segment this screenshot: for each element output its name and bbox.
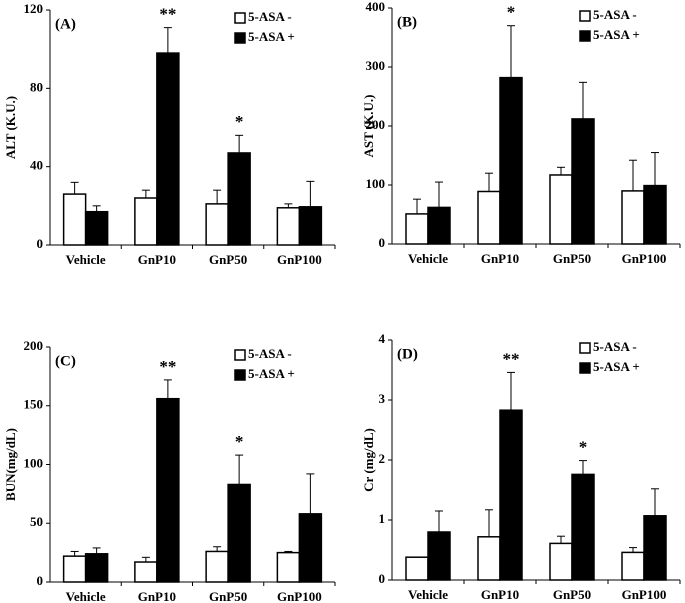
significance-mark: * <box>507 3 516 22</box>
y-tick-label: 0 <box>379 571 386 586</box>
x-tick-label: GnP100 <box>277 252 322 267</box>
bar <box>549 174 573 245</box>
x-tick-label: Vehicle <box>408 587 448 602</box>
chart-title: (C) <box>55 353 76 369</box>
bar <box>405 213 429 245</box>
y-tick-label: 3 <box>379 391 386 406</box>
y-tick-label: 200 <box>24 338 44 353</box>
bar <box>643 184 667 245</box>
x-tick-label: GnP100 <box>622 251 667 266</box>
x-tick-label: Vehicle <box>408 251 448 266</box>
bar <box>156 52 180 246</box>
bar <box>621 190 645 245</box>
legend-label: 5-ASA - <box>593 339 637 354</box>
chart-title: (A) <box>55 16 76 32</box>
bar <box>427 531 451 581</box>
bar <box>84 210 109 246</box>
bar <box>298 206 323 246</box>
y-tick-label: 2 <box>379 451 386 466</box>
bar <box>134 561 158 583</box>
legend-swatch <box>234 349 246 361</box>
legend-swatch <box>579 10 591 22</box>
significance-mark: ** <box>159 357 176 376</box>
legend-label: 5-ASA - <box>593 7 637 22</box>
bar <box>205 203 229 246</box>
x-tick-label: GnP10 <box>481 587 519 602</box>
significance-mark: * <box>235 432 244 451</box>
y-axis-label: ALT (K.U.) <box>3 96 18 159</box>
legend-label: 5-ASA + <box>593 27 640 42</box>
x-tick-label: Vehicle <box>66 589 106 603</box>
legend-label: 5-ASA - <box>248 346 292 361</box>
y-tick-label: 100 <box>24 455 44 470</box>
bar <box>205 550 229 583</box>
legend-swatch <box>579 342 591 354</box>
bar <box>227 152 251 246</box>
x-tick-label: GnP10 <box>138 252 176 267</box>
significance-mark: * <box>579 438 588 457</box>
legend-swatch <box>579 30 591 42</box>
bar <box>571 473 595 581</box>
y-tick-label: 0 <box>37 236 44 251</box>
bar <box>227 483 251 583</box>
y-tick-label: 300 <box>366 58 386 73</box>
y-tick-label: 100 <box>366 176 386 191</box>
y-tick-label: 50 <box>30 514 43 529</box>
bar <box>499 409 523 581</box>
y-axis-label: AST (K.U.) <box>361 95 376 158</box>
legend-label: 5-ASA - <box>248 9 292 24</box>
bar <box>499 76 523 245</box>
y-tick-label: 1 <box>379 511 386 526</box>
x-tick-label: GnP100 <box>277 589 322 603</box>
bar <box>643 515 667 581</box>
legend-swatch <box>579 362 591 374</box>
bar <box>571 118 595 245</box>
bar <box>298 513 323 583</box>
legend-label: 5-ASA + <box>248 29 295 44</box>
x-tick-label: GnP50 <box>209 252 247 267</box>
significance-mark: ** <box>503 349 520 368</box>
significance-mark: * <box>235 112 244 131</box>
y-tick-label: 40 <box>30 158 43 173</box>
bar <box>62 555 87 583</box>
x-tick-label: GnP100 <box>622 587 667 602</box>
y-tick-label: 80 <box>30 79 43 94</box>
bar <box>549 542 573 581</box>
bar <box>427 206 451 245</box>
chart-title: (B) <box>397 14 417 30</box>
y-tick-label: 0 <box>37 573 44 588</box>
x-tick-label: GnP10 <box>138 589 176 603</box>
bar <box>62 193 87 246</box>
significance-mark: ** <box>159 5 176 24</box>
bar <box>276 551 301 583</box>
bar <box>84 553 109 583</box>
y-tick-label: 400 <box>366 0 386 14</box>
y-tick-label: 200 <box>366 117 386 132</box>
bar <box>477 536 501 581</box>
chart-title: (D) <box>397 346 418 362</box>
legend-label: 5-ASA + <box>248 366 295 381</box>
bar <box>134 197 158 246</box>
bar <box>621 551 645 581</box>
bar <box>276 207 301 246</box>
legend-swatch <box>234 12 246 24</box>
legend-swatch <box>234 369 246 381</box>
x-tick-label: GnP50 <box>553 587 591 602</box>
y-tick-label: 120 <box>24 1 44 16</box>
x-tick-label: GnP50 <box>553 251 591 266</box>
legend-label: 5-ASA + <box>593 359 640 374</box>
y-axis-label: Cr (mg/dL) <box>361 428 376 492</box>
legend-swatch <box>234 32 246 44</box>
bar <box>477 190 501 245</box>
x-tick-label: GnP50 <box>209 589 247 603</box>
x-tick-label: Vehicle <box>66 252 106 267</box>
x-tick-label: GnP10 <box>481 251 519 266</box>
y-tick-label: 0 <box>379 235 386 250</box>
bar <box>405 556 429 581</box>
y-tick-label: 150 <box>24 397 44 412</box>
bar <box>156 397 180 583</box>
y-axis-label: BUN(mg/dL) <box>3 428 18 501</box>
y-tick-label: 4 <box>379 331 386 346</box>
